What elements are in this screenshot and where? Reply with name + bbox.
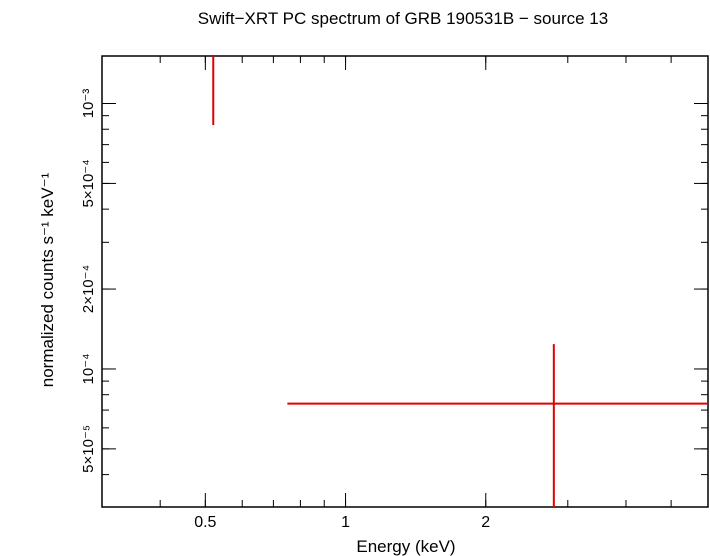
- y-tick-label: 5×10⁻⁴: [80, 159, 97, 207]
- plot-frame: [101, 55, 709, 508]
- y-axis-label: normalized counts s⁻¹ keV⁻¹: [38, 172, 57, 387]
- y-tick-label: 10⁻⁴: [80, 353, 97, 384]
- plot-axes: 0.5 1 2 5×10⁻⁵ 10⁻⁴ 2×10⁻⁴ 5×10⁻⁴ 10⁻³: [80, 55, 709, 531]
- data-point: [287, 344, 708, 507]
- x-tick-label: 2: [481, 514, 490, 531]
- chart-title: Swift−XRT PC spectrum of GRB 190531B − s…: [198, 9, 608, 28]
- x-tick-label: 0.5: [194, 514, 216, 531]
- y-tick-label: 2×10⁻⁴: [80, 265, 97, 313]
- data-marks: [212, 56, 708, 507]
- y-tick-label: 10⁻³: [80, 89, 97, 119]
- x-axis-label: Energy (keV): [356, 537, 455, 556]
- y-tick-label: 5×10⁻⁵: [80, 425, 97, 473]
- x-tick-label: 1: [341, 514, 350, 531]
